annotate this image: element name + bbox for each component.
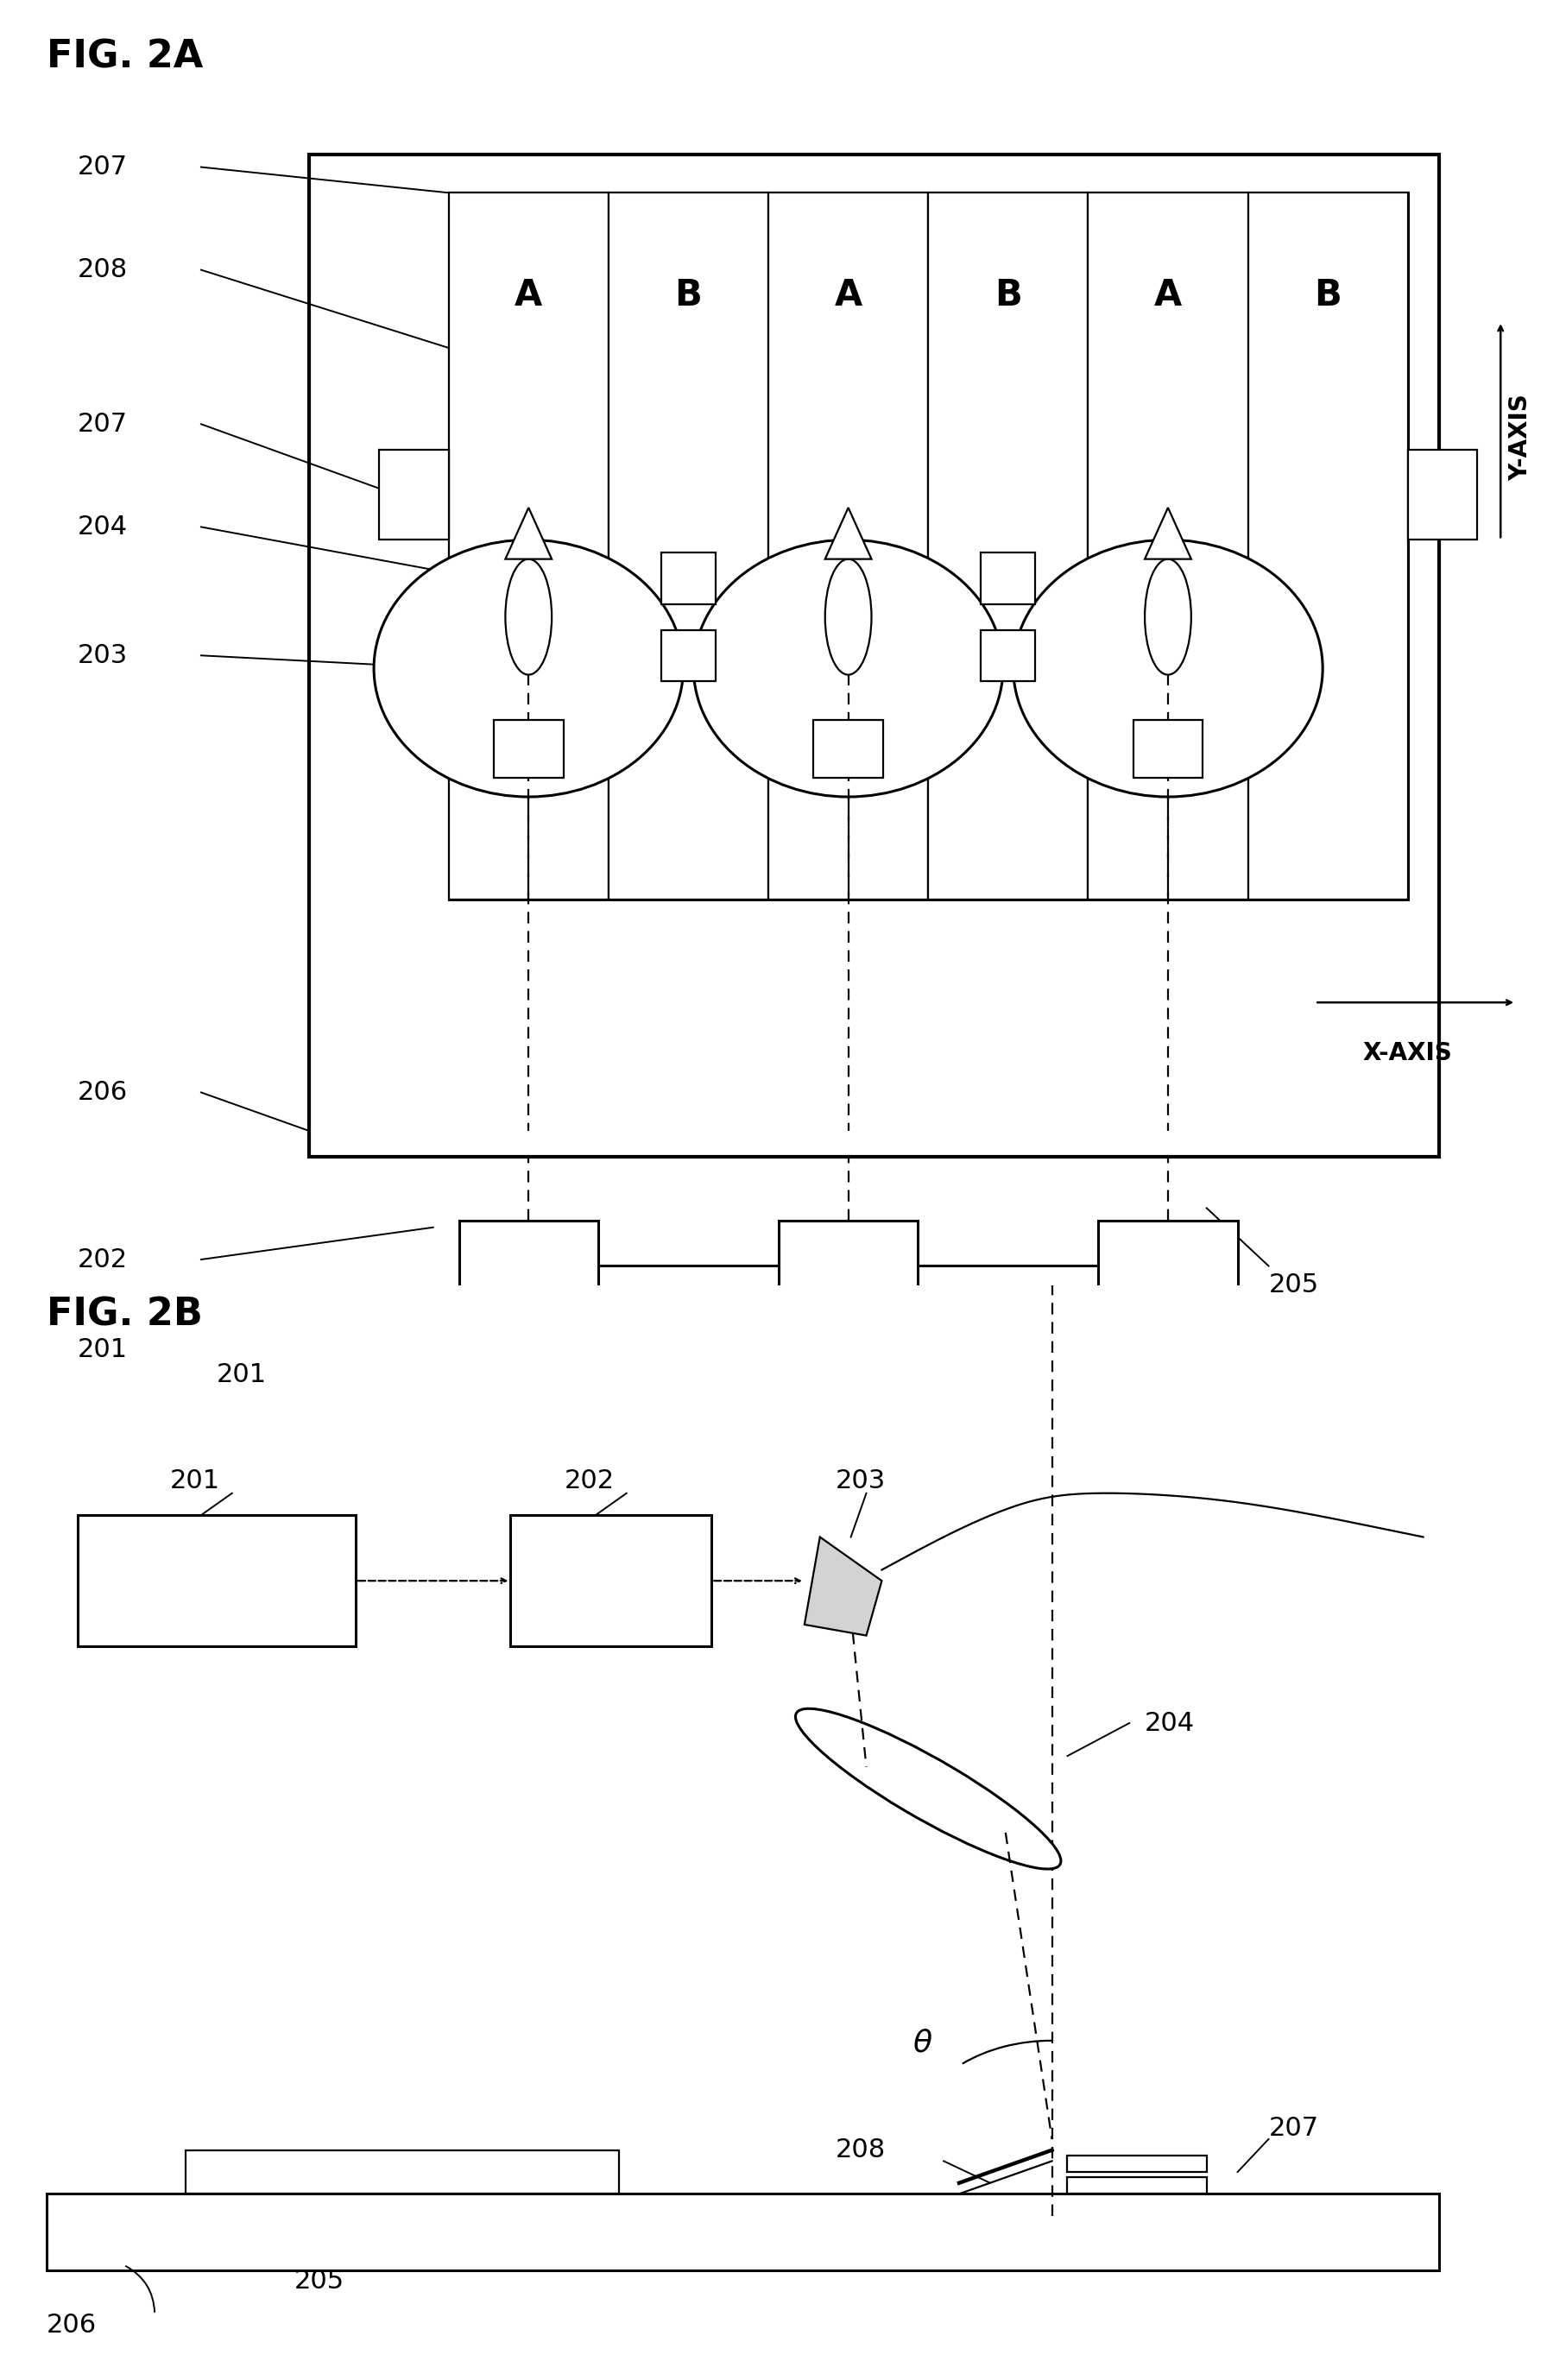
Ellipse shape	[506, 559, 552, 676]
Bar	[449, 193, 608, 900]
Bar	[662, 552, 715, 605]
Polygon shape	[804, 1537, 882, 1635]
Circle shape	[1013, 540, 1323, 797]
Bar	[755, 1402, 941, 1516]
Bar	[1067, 2156, 1207, 2173]
Text: 204: 204	[1145, 1711, 1194, 1735]
Bar	[493, 719, 563, 778]
Bar	[814, 719, 883, 778]
Text: 206: 206	[77, 1081, 127, 1104]
Ellipse shape	[1145, 559, 1191, 676]
Bar	[46, 2194, 1439, 2271]
Polygon shape	[1145, 507, 1191, 559]
Text: A: A	[1154, 278, 1182, 314]
Bar	[608, 193, 769, 900]
Text: A: A	[515, 278, 543, 314]
Text: 201: 201	[77, 1338, 127, 1361]
Text: 207: 207	[77, 155, 127, 178]
Circle shape	[374, 540, 684, 797]
Text: 201: 201	[217, 1364, 266, 1388]
Text: 202: 202	[565, 1468, 614, 1492]
Bar	[1408, 450, 1477, 540]
Polygon shape	[825, 507, 871, 559]
Circle shape	[693, 540, 1002, 797]
Text: 205: 205	[1269, 1273, 1318, 1297]
Bar	[778, 1221, 917, 1311]
Text: θ: θ	[913, 2028, 931, 2059]
Text: 202: 202	[77, 1247, 127, 1271]
Bar	[1067, 2178, 1207, 2194]
Bar	[1098, 1221, 1238, 1311]
Bar	[1075, 1402, 1261, 1516]
Bar	[511, 1516, 712, 1647]
Text: 204: 204	[77, 514, 127, 540]
Text: 203: 203	[77, 643, 128, 669]
Bar	[928, 193, 1088, 900]
Text: 207: 207	[1269, 2116, 1318, 2140]
Bar	[662, 631, 715, 681]
Text: 208: 208	[77, 257, 128, 283]
Text: B: B	[674, 278, 702, 314]
Text: 208: 208	[835, 2137, 886, 2163]
Text: 207: 207	[77, 412, 127, 436]
Bar	[981, 552, 1035, 605]
Text: B: B	[995, 278, 1023, 314]
Bar	[379, 450, 449, 540]
Polygon shape	[506, 507, 552, 559]
Text: X-AXIS: X-AXIS	[1363, 1040, 1453, 1066]
Text: Y-AXIS: Y-AXIS	[1508, 393, 1533, 481]
Bar	[1088, 193, 1248, 900]
Text: 203: 203	[835, 1468, 886, 1492]
Bar	[309, 155, 1439, 1157]
Text: 201: 201	[170, 1468, 220, 1492]
Bar	[449, 193, 1408, 900]
Text: FIG. 2A: FIG. 2A	[46, 38, 203, 76]
Ellipse shape	[795, 1709, 1061, 1868]
Text: A: A	[834, 278, 862, 314]
Bar	[459, 1221, 599, 1311]
Bar	[981, 631, 1035, 681]
Ellipse shape	[825, 559, 871, 676]
Text: 206: 206	[46, 2313, 96, 2337]
Text: FIG. 2B: FIG. 2B	[46, 1297, 203, 1333]
Text: B: B	[1313, 278, 1341, 314]
Bar	[1248, 193, 1408, 900]
Text: 205: 205	[294, 2268, 343, 2294]
Bar	[436, 1402, 622, 1516]
Bar	[769, 193, 928, 900]
Bar	[77, 1516, 356, 1647]
Bar	[1132, 719, 1204, 778]
Bar	[186, 2149, 619, 2194]
